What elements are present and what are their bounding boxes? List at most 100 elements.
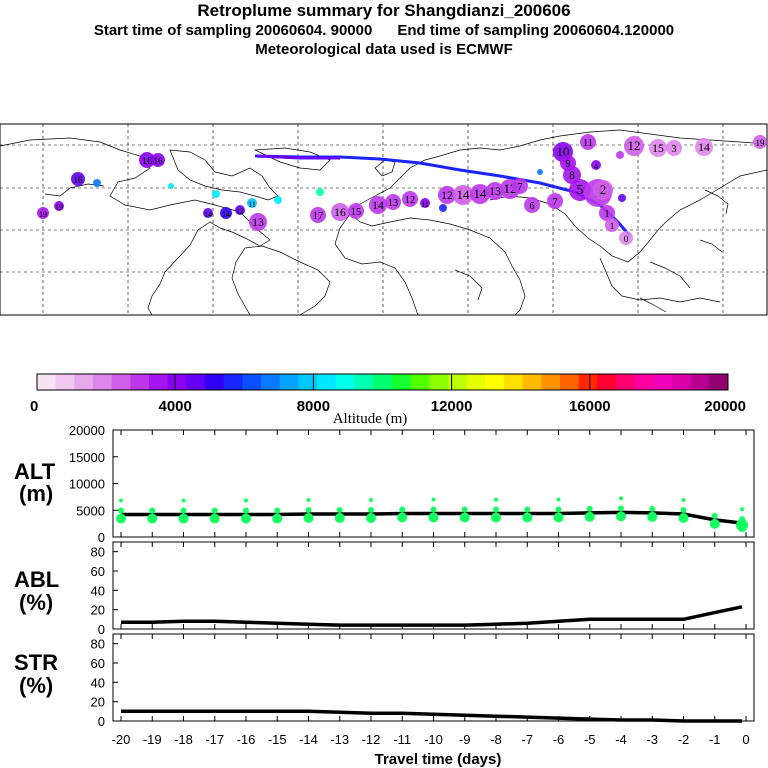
x-tick-label: -20 <box>112 732 131 747</box>
colorbar-cell <box>429 374 449 390</box>
plume-marker <box>605 218 619 232</box>
plume-day-label: 1 <box>604 209 609 220</box>
alt-spread-marker <box>149 507 156 514</box>
colorbar-cells <box>37 374 729 390</box>
alt-spread-marker <box>711 512 718 519</box>
plume-marker <box>616 151 624 159</box>
alt-spread-marker <box>618 505 624 512</box>
str-panel-label: STR <box>14 650 58 675</box>
colorbar: 0 4000 8000 12000 16000 20000 Altitude (m) <box>30 373 746 427</box>
x-tick-label: -4 <box>615 732 627 747</box>
plume-day-label: 14 <box>698 141 710 154</box>
alt-spread-marker <box>556 497 561 502</box>
str-series-line <box>121 709 743 723</box>
plume-day-label: 1 <box>610 221 615 231</box>
plume-day-label: 17 <box>313 211 323 222</box>
plume-day-label: 5 <box>577 183 584 198</box>
alt-spread-marker <box>524 506 531 513</box>
x-tick-label: -14 <box>299 732 318 747</box>
abl-ytick-label: 60 <box>91 564 105 579</box>
plume-day-label: 13 <box>388 198 398 209</box>
colorbar-cell <box>391 374 412 390</box>
colorbar-cell <box>186 374 206 390</box>
alt-spread-marker <box>243 507 249 514</box>
plume-marker <box>649 139 667 157</box>
str-ytick-label: 60 <box>91 656 105 671</box>
str-ytick-label: 20 <box>91 695 105 710</box>
colorbar-cell <box>37 374 57 390</box>
colorbar-ticks: 0 4000 8000 12000 16000 20000 <box>30 374 746 415</box>
plume-day-label: 9 <box>565 159 570 170</box>
plume-marker <box>310 207 326 223</box>
colorbar-cell <box>615 374 636 390</box>
colorbar-cell <box>634 374 654 390</box>
colorbar-cell <box>205 374 225 390</box>
colorbar-cell <box>317 374 337 390</box>
abl-panel: 0 20 40 60 80 <box>91 541 755 637</box>
x-tick-label: -15 <box>268 732 287 747</box>
x-tick-label: -1 <box>709 732 721 747</box>
plume-marker <box>247 198 257 208</box>
plume-day-label: 12 <box>441 189 453 202</box>
plume-marker <box>348 203 364 219</box>
colorbar-cell <box>503 374 524 390</box>
colorbar-cell <box>149 374 169 390</box>
plume-marker <box>249 213 267 231</box>
plume-day-label: 19 <box>55 203 63 212</box>
alt-spread-marker <box>649 505 656 512</box>
plume-day-label: 19 <box>755 138 765 148</box>
str-panel-frame <box>112 633 755 722</box>
alt-spread-marker <box>368 506 374 513</box>
plume-day-label: 19 <box>39 210 47 219</box>
colorbar-cell <box>242 374 262 390</box>
colorbar-cell <box>167 374 187 390</box>
alt-spread-marker <box>740 507 745 512</box>
alt-spread-marker <box>681 497 686 502</box>
colorbar-cell <box>559 374 580 390</box>
plume-marker <box>591 160 601 170</box>
alt-ytick-label: 10000 <box>69 477 105 492</box>
abl-ytick-label: 20 <box>91 603 105 618</box>
alt-spread-marker <box>397 512 408 523</box>
alt-spread-marker <box>430 506 437 513</box>
alt-ytick-label: 20000 <box>69 423 105 438</box>
plume-day-label: 14 <box>204 210 212 219</box>
sampling-times: Start time of sampling 20060604. 90000 E… <box>93 22 675 39</box>
plume-marker <box>139 152 155 168</box>
plume-day-label: 3 <box>671 144 676 155</box>
alt-spread-marker <box>709 518 720 529</box>
x-tick-label: -10 <box>424 732 443 747</box>
alt-panel: 0 5000 10000 15000 20000 <box>69 423 755 545</box>
plume-day-label: 14 <box>457 187 471 202</box>
plume-marker <box>438 186 456 204</box>
alt-spread-marker <box>431 497 436 502</box>
plume-day-label: 16 <box>142 156 152 167</box>
x-tick-label: -12 <box>362 732 381 747</box>
colorbar-tick-label: 0 <box>30 398 38 415</box>
plume-marker <box>695 138 713 156</box>
str-panel-unit: (%) <box>19 673 53 698</box>
alt-spread-marker <box>119 498 123 503</box>
x-tick-label: -18 <box>174 732 193 747</box>
plume-marker <box>439 204 447 212</box>
plume-marker <box>402 191 418 207</box>
x-tick-label: -3 <box>646 732 658 747</box>
plume-marker <box>168 183 174 189</box>
alt-spread-marker <box>369 497 373 502</box>
plume-day-label: 14 <box>474 186 488 201</box>
plume-marker <box>547 193 563 209</box>
plume-marker <box>235 205 245 215</box>
colorbar-cell <box>541 374 561 390</box>
colorbar-cell <box>261 374 281 390</box>
alt-ytick-label: 15000 <box>69 450 105 465</box>
plume-day-label: 16 <box>153 156 163 166</box>
plume-marker <box>470 184 490 204</box>
colorbar-cell <box>653 374 673 390</box>
x-tick-label: -13 <box>330 732 349 747</box>
str-ytick-label: 0 <box>98 714 105 729</box>
colorbar-tick-label: 4000 <box>159 398 192 415</box>
alt-spread-marker <box>616 511 626 522</box>
plume-day-label: 7 <box>517 182 522 193</box>
plume-day-label: 6 <box>529 201 534 212</box>
